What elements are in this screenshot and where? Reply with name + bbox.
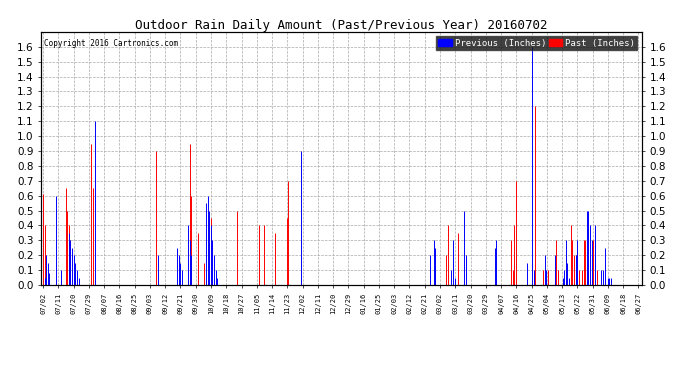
Text: Copyright 2016 Cartronics.com: Copyright 2016 Cartronics.com (44, 39, 179, 48)
Title: Outdoor Rain Daily Amount (Past/Previous Year) 20160702: Outdoor Rain Daily Amount (Past/Previous… (135, 19, 548, 32)
Legend: Previous (Inches), Past (Inches): Previous (Inches), Past (Inches) (436, 36, 637, 50)
